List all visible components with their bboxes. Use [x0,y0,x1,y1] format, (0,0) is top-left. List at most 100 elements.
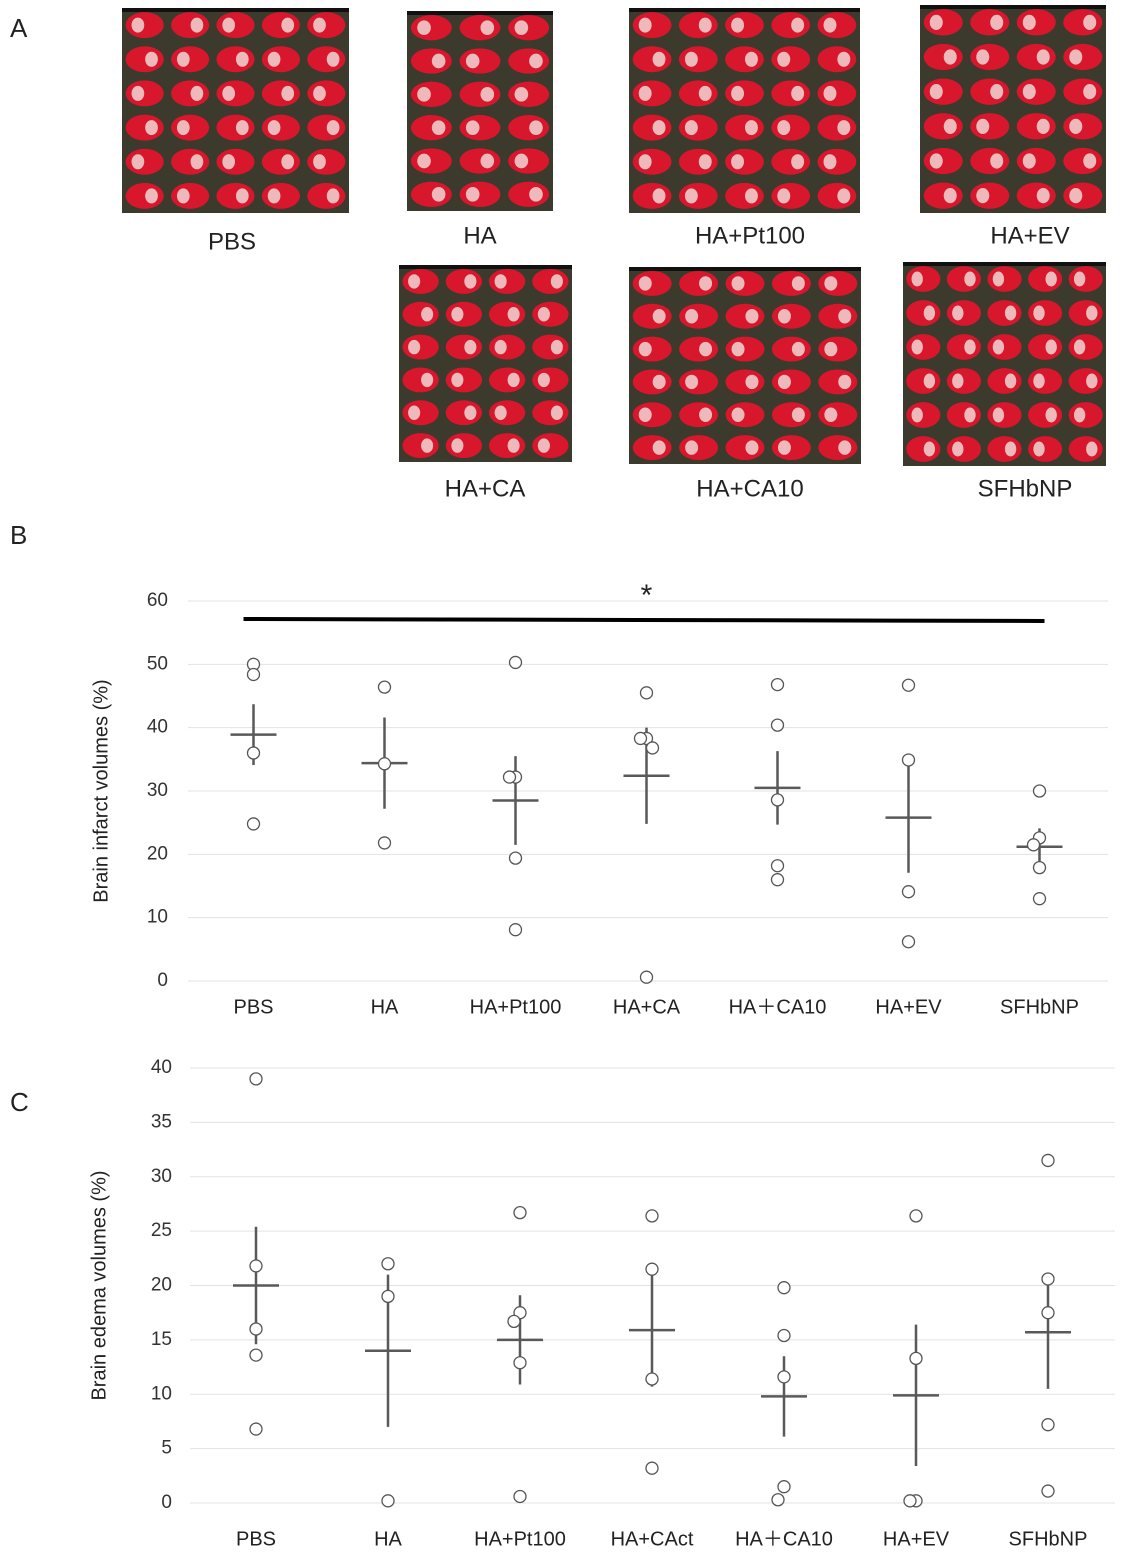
data-point [777,1328,791,1343]
photo-border [629,8,860,12]
data-point [377,757,392,771]
brain-slice [125,148,164,175]
brain-slice [1068,334,1103,360]
brain-slice [532,301,569,327]
brain-slice-photo [122,8,349,213]
brain-slice [307,46,346,73]
infarct-area [652,374,666,390]
brain-slice [459,48,501,74]
y-tick-label: 30 [151,1166,172,1187]
data-point [507,1314,521,1329]
brain-slice [1063,182,1103,209]
data-point [770,859,785,873]
x-tick-label: HA [371,996,399,1018]
brain-slice-photo [407,11,553,211]
brain-slice [445,268,483,294]
infarct-area [235,188,249,204]
data-point [639,686,654,700]
brain-slice [771,336,811,362]
infarct-area [222,154,236,170]
infarct-area [514,153,529,169]
brain-slice [970,113,1010,140]
infarct-area [976,118,990,134]
infarct-area [537,372,550,388]
infarct-area [1033,305,1045,321]
x-tick-label: PBS [236,1528,276,1550]
brain-slice [125,114,164,141]
brain-slice [906,334,941,360]
brain-slice [508,181,550,207]
brain-slice [632,114,672,141]
infarct-area [699,276,713,291]
brain-slice [216,114,255,141]
infarct-area [731,17,745,33]
brain-slice [261,46,300,73]
infarct-area [1022,153,1036,169]
infarct-area [964,271,976,287]
infarct-area [267,51,281,67]
brain-slice [906,436,941,462]
infarct-area [837,188,851,204]
infarct-area [952,441,964,457]
data-point [249,1348,263,1362]
image-label: HA+CA [445,475,526,502]
brain-slice [679,270,719,296]
infarct-area [943,118,957,134]
infarct-area [1022,14,1036,30]
y-tick-label: 50 [147,653,168,674]
data-point [1032,784,1047,798]
brain-slice [532,433,569,459]
brain-slice [771,46,811,73]
brain-slice [508,148,550,174]
data-point [770,718,785,732]
infarct-area [145,51,158,67]
brain-slice [946,402,981,428]
photo-background [407,11,553,211]
infarct-area [952,305,964,321]
brain-slice [261,148,300,175]
brain-slice [1028,436,1063,462]
infarct-area [652,440,666,455]
infarct-area [698,17,712,33]
infarct-area [451,372,464,388]
x-tick-label: HA+Pt100 [474,1528,566,1550]
infarct-area [990,84,1004,100]
brain-slice-photo [903,262,1106,466]
brain-slice [771,270,811,296]
brain-slice [508,115,550,141]
data-point [381,1257,395,1271]
infarct-area [992,407,1005,423]
data-point [246,746,261,760]
brain-slice [970,78,1010,105]
brain-slice [261,80,300,107]
infarct-area [638,154,652,170]
brain-slice [817,12,857,39]
data-point [246,667,261,682]
data-point [513,1356,527,1370]
brain-slice [410,148,452,174]
brain-slice [410,48,452,74]
infarct-area [494,339,507,355]
panel-label: C [10,1087,29,1117]
brain-slice [923,147,963,175]
infarct-area [731,407,745,422]
y-axis-label: Brain infarct volumes (%) [90,679,112,902]
x-tick-label: HA＋CA10 [729,996,827,1018]
infarct-area [1036,49,1050,65]
data-point [1041,1272,1055,1286]
brain-slice [970,43,1010,71]
infarct-area [684,120,698,136]
brain-slice [725,270,765,296]
infarct-area [791,407,805,422]
infarct-area [464,274,477,289]
infarct-area [1083,14,1097,30]
infarct-area [929,84,943,100]
infarct-area [684,51,698,67]
infarct-area [421,438,434,453]
brain-slice [678,148,718,175]
photo-border [920,5,1106,9]
significance-marker: * [641,579,653,612]
brain-slice [632,336,672,362]
brain-slice [532,367,569,393]
brain-slice [171,182,210,209]
